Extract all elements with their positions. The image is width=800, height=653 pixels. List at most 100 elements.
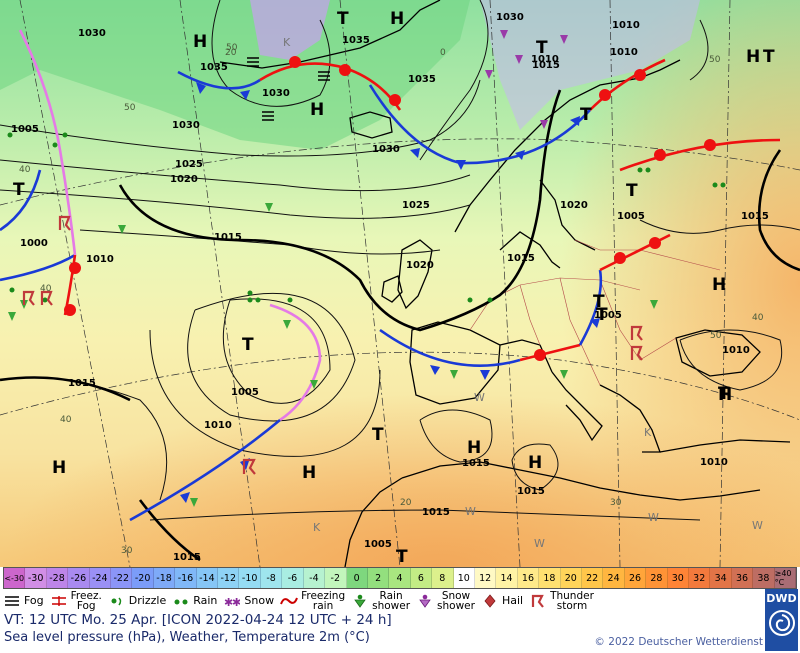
rain-dot	[52, 142, 58, 148]
isobar-5	[211, 0, 331, 107]
cold-front-triangle-10	[180, 492, 190, 503]
rain-dot	[7, 132, 13, 138]
warm-front-scandinavia	[589, 58, 666, 111]
legend-drizzle-label: Drizzle	[128, 594, 167, 607]
cold-front-triangle-2	[240, 90, 250, 100]
isobar-10	[511, 443, 559, 491]
cold-front-triangle-8	[480, 370, 490, 380]
rain-dot	[42, 297, 48, 303]
rain-shower-symbol	[265, 203, 273, 212]
coastline-greenland	[219, 0, 441, 69]
isobar-label: 1010	[610, 47, 638, 58]
temperature-isotherm-label: 30	[121, 546, 133, 556]
rain-dot	[712, 182, 718, 188]
high-pressure-label: H	[193, 32, 207, 52]
coastline-baltic	[539, 179, 596, 251]
isobar-label: 1010	[612, 20, 640, 31]
arctic-cold-area	[250, 0, 330, 60]
isobar-label: 1030	[262, 88, 290, 99]
high-pressure-label: H	[52, 458, 66, 478]
thunderstorm-symbol	[58, 215, 71, 231]
svg-text:✱: ✱	[224, 596, 233, 607]
valid-time: VT: 12 UTC Mo. 25 Apr. [ICON 2022-04-24 …	[4, 612, 392, 628]
temperature-isotherm-label: 20	[225, 48, 237, 58]
scale-cell: 20	[560, 568, 582, 588]
temperature-isotherm-label: 50	[709, 55, 721, 65]
cold-front-triangle-5	[515, 150, 525, 160]
weather-map: H H H H H H H H H H T T T T T T T T T T T T 1030 1035 1035 1030 10…	[0, 0, 800, 567]
warm-front-eastern-europe	[599, 233, 671, 272]
scale-cell: 22	[581, 568, 604, 588]
warm-front-semicircle-3	[389, 94, 401, 106]
temperature-isotherm-label: 40	[40, 284, 52, 294]
rain-shower-symbol	[650, 300, 658, 309]
cold-front-france	[379, 328, 521, 367]
scale-cell: 36	[731, 568, 754, 588]
occlusion-low	[269, 303, 322, 422]
graticule-line-7	[609, 0, 621, 567]
front-symbols	[64, 56, 716, 503]
cold-front-triangle-4	[456, 160, 466, 170]
scale-cell: -12	[218, 568, 240, 588]
warm-front-semicircle-12	[649, 237, 661, 249]
scale-cell: 12	[474, 568, 497, 588]
temperature-isotherm-label: 20	[400, 498, 412, 508]
snow-shower-symbol	[560, 35, 568, 44]
scale-cell: -4	[303, 568, 326, 588]
rain-shower-symbol	[283, 320, 291, 329]
scale-cell: 34	[710, 568, 732, 588]
low-pressure-label: T	[763, 47, 775, 67]
graticule-line-5	[339, 0, 401, 567]
isobar-label: 1010	[531, 54, 559, 65]
low-pressure-label: T	[626, 181, 638, 201]
temperature-isotherm-label: 50	[124, 103, 136, 113]
isobar-label: 1035	[342, 35, 370, 46]
isobar-label: 1025	[175, 159, 203, 170]
isobar-13	[639, 219, 800, 234]
isobar-label: 1030	[172, 120, 200, 131]
scale-cell: 4	[389, 568, 411, 588]
warm-front-semicircle-7	[704, 139, 716, 151]
legend-snow-shower: Snow shower	[416, 591, 475, 611]
main-isobar	[0, 89, 800, 562]
svg-text:✱: ✱	[232, 596, 240, 607]
coastline-france-mediterranean	[499, 339, 553, 373]
scale-cell: -8	[260, 568, 283, 588]
low-pressure-label: T	[242, 335, 254, 355]
fog-symbol	[247, 57, 259, 67]
coastline-turkey	[659, 439, 791, 453]
legend-snow: ✱ ✱ Snow	[223, 594, 274, 608]
thunderstorm-symbols	[22, 215, 643, 475]
weather-letter: W	[465, 505, 476, 518]
high-pressure-label: H	[712, 275, 726, 295]
cold-front-triangle-6	[570, 116, 580, 126]
weather-letter: W	[648, 511, 659, 524]
isobar-label: 1020	[170, 174, 198, 185]
snow-shower-icon	[416, 594, 434, 608]
warm-front-semicircle-10	[534, 349, 546, 361]
scale-cell: -6	[282, 568, 304, 588]
cold-front-atlantic-west	[0, 169, 42, 232]
rain-dot	[720, 182, 726, 188]
temperature-isotherm-label: 30	[610, 498, 622, 508]
hail-icon	[481, 594, 499, 608]
coastline-scandinavia	[454, 59, 681, 233]
map-subtitle: Sea level pressure (hPa), Weather, Tempe…	[4, 630, 370, 645]
scale-cell: 24	[603, 568, 625, 588]
isobar-label: 1010	[722, 345, 750, 356]
rain-shower-symbol	[8, 312, 16, 321]
isobar-label: 1030	[372, 144, 400, 155]
scale-cell: -28	[46, 568, 69, 588]
high-pressure-label: H	[310, 100, 324, 120]
scale-cell: 30	[667, 568, 689, 588]
scale-cell: 18	[539, 568, 561, 588]
coastline-iberia	[409, 321, 501, 405]
border-2	[519, 284, 541, 346]
snow-shower-symbol	[540, 120, 548, 129]
high-pressure-label: H	[302, 463, 316, 483]
isobar-3	[0, 189, 471, 219]
isobar-label: 1015	[422, 507, 450, 518]
rain-dot	[645, 167, 651, 173]
thunderstorm-symbol	[630, 345, 643, 361]
precipitation-symbols	[7, 30, 726, 507]
